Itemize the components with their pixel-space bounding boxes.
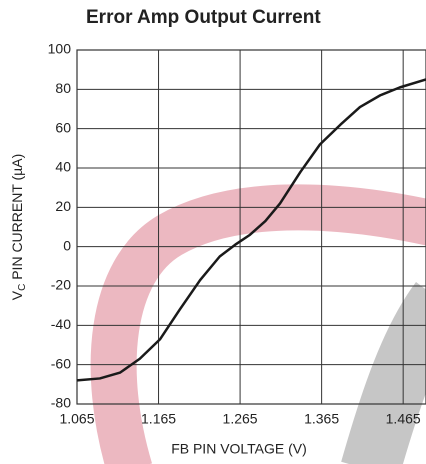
x-tick-label: 1.465 <box>386 411 421 427</box>
x-tick-label: 1.265 <box>223 411 258 427</box>
watermark <box>341 282 426 464</box>
y-tick-label: 0 <box>63 237 71 253</box>
y-label-sub: C <box>17 284 28 291</box>
x-axis-label: FB PIN VOLTAGE (V) <box>171 441 307 457</box>
plot-frame <box>76 49 426 405</box>
y-tick-label: 60 <box>55 119 71 135</box>
data-line <box>76 78 426 382</box>
x-tick-label: 1.065 <box>59 411 94 427</box>
y-tick-label: -80 <box>51 395 71 411</box>
y-tick-label: -20 <box>51 277 71 293</box>
y-tick-label: 100 <box>48 41 72 57</box>
chart-title: Error Amp Output Current <box>86 7 321 28</box>
y-tick-label: 20 <box>55 198 71 214</box>
y-label-main: V <box>9 290 25 300</box>
y-tick-label: -60 <box>51 355 71 371</box>
x-tick-label: 1.365 <box>304 411 339 427</box>
watermark <box>90 184 426 464</box>
y-tick-label: -40 <box>51 316 71 332</box>
y-label-rest: PIN CURRENT (µA) <box>9 154 25 284</box>
y-tick-label: 40 <box>55 159 71 175</box>
y-tick-label: 80 <box>55 80 71 96</box>
x-tick-label: 1.165 <box>141 411 176 427</box>
y-axis-label: VC PIN CURRENT (µA) <box>9 154 28 301</box>
